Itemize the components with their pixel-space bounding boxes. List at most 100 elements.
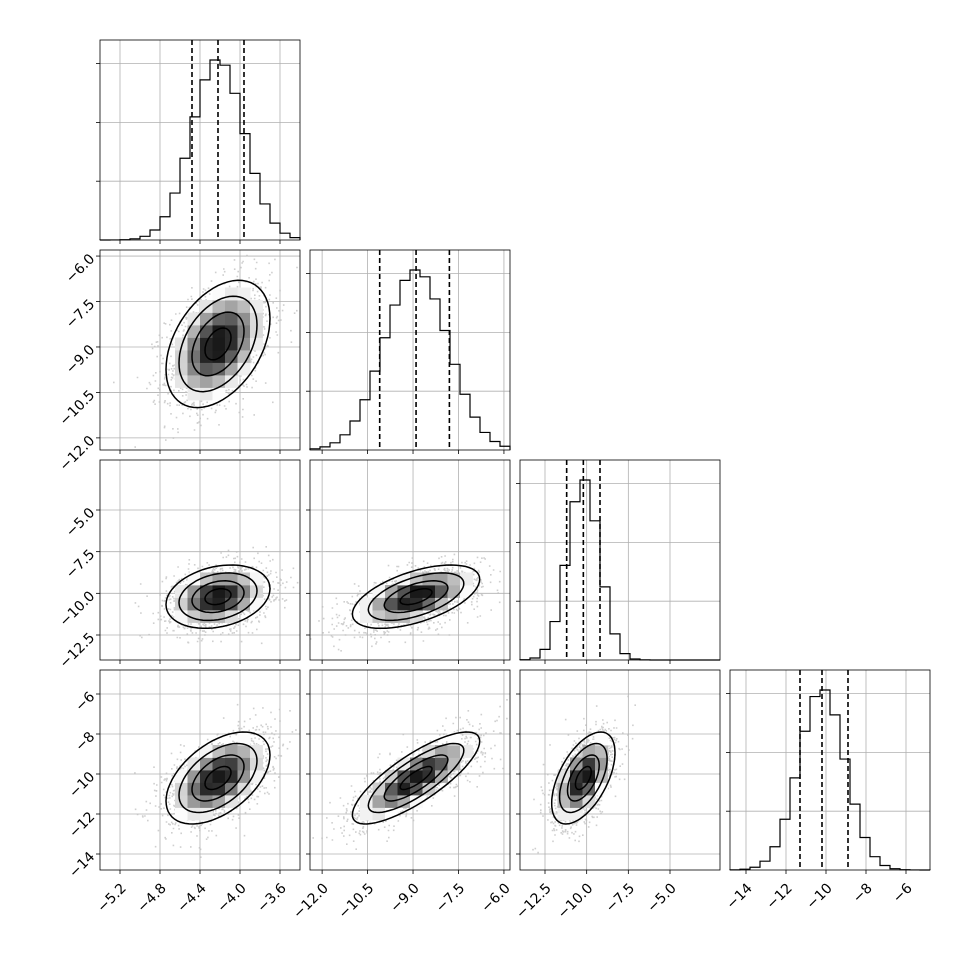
density-cell — [250, 745, 263, 758]
density-cell — [212, 300, 226, 313]
density-cell — [250, 770, 263, 783]
panel-frame — [519, 459, 721, 661]
density-cell — [397, 585, 411, 598]
contour-line — [367, 742, 465, 814]
density-cell — [175, 807, 188, 821]
density-cell — [212, 337, 226, 351]
scatter-panel-3-1 — [99, 459, 301, 661]
density-cell — [212, 350, 226, 363]
density-cell — [175, 782, 188, 796]
contour-line — [351, 564, 481, 630]
density-cell — [187, 312, 201, 326]
density-cell — [175, 597, 188, 611]
panel-content — [100, 460, 300, 660]
density-cell — [570, 807, 583, 821]
density-cell — [237, 770, 251, 783]
density-cell — [447, 585, 461, 598]
histogram-panel-1 — [96, 39, 301, 241]
contour-line — [204, 588, 232, 606]
contour-line — [165, 731, 271, 825]
density-cell — [360, 610, 373, 623]
density-cell — [372, 610, 386, 623]
x-tick-label: −7.5 — [433, 880, 468, 915]
density-cell — [372, 585, 386, 598]
y-tick-label: −6.0 — [63, 251, 98, 286]
contour-line — [204, 765, 232, 791]
x-tick-label: −9.0 — [387, 880, 422, 915]
density-cell — [225, 585, 238, 598]
contour-line — [367, 572, 465, 622]
histogram-panel-3 — [516, 459, 721, 661]
density-cell — [595, 782, 608, 796]
density-cell — [225, 375, 238, 388]
density-cell — [447, 757, 461, 771]
density-cell — [212, 745, 226, 758]
y-tick-label: −7.5 — [63, 547, 98, 582]
panel-content — [520, 670, 720, 870]
density-cell — [435, 770, 448, 783]
density-cell — [385, 782, 398, 796]
density-cell — [200, 585, 213, 598]
density-cell — [385, 597, 398, 611]
y-tick-label: −10.5 — [57, 387, 99, 429]
panel-content — [310, 670, 510, 870]
density-cell — [237, 300, 251, 313]
density-cell — [447, 732, 461, 746]
density-cell — [225, 350, 238, 363]
density-cell — [435, 585, 448, 598]
density-cell — [237, 312, 251, 326]
y-tick-label: −8 — [72, 729, 98, 755]
x-tick-label: −6 — [890, 880, 916, 906]
histogram-step — [729, 689, 931, 871]
density-cell — [212, 585, 226, 598]
density-cell — [447, 745, 461, 758]
contour-line — [204, 327, 232, 361]
histogram-panel-4 — [726, 669, 931, 871]
contour-line — [165, 279, 271, 409]
density-cell — [372, 782, 386, 796]
x-tick-label: −5.2 — [94, 880, 129, 915]
density-cell — [225, 287, 238, 301]
density-cell — [237, 732, 251, 746]
y-tick-label: −9.0 — [63, 342, 98, 377]
y-tick-label: −7.5 — [63, 296, 98, 331]
density-cell — [187, 807, 201, 821]
x-tick-label: −10.0 — [555, 880, 597, 922]
x-tick-label: −3.6 — [254, 880, 289, 915]
density-cell — [212, 362, 226, 376]
density-cell — [175, 362, 188, 376]
contour-line — [178, 572, 258, 622]
density-cell — [250, 597, 263, 611]
contour-line — [574, 765, 593, 791]
y-tick-label: −14 — [66, 849, 98, 881]
density-cell — [372, 597, 386, 611]
density-cell — [372, 795, 386, 808]
density-cell — [187, 757, 201, 771]
contour-line — [351, 731, 481, 825]
contour-line — [383, 580, 449, 614]
x-tick-label: −10.5 — [336, 880, 378, 922]
density-cell — [397, 770, 411, 783]
density-cell — [410, 585, 423, 598]
density-cell — [187, 597, 201, 611]
contour-line — [383, 754, 449, 802]
density-cell — [212, 375, 226, 388]
x-tick-label: −12.5 — [513, 880, 555, 922]
density-cell — [175, 337, 188, 351]
density-cell — [187, 350, 201, 363]
contour-line — [550, 731, 616, 825]
contour-line — [566, 754, 600, 802]
density-cell — [175, 795, 188, 808]
density-cell — [435, 572, 448, 586]
x-tick-label: −4.8 — [134, 880, 169, 915]
contour-line — [178, 742, 258, 814]
x-tick-label: −4.0 — [214, 880, 249, 915]
x-tick-label: −7.5 — [603, 880, 638, 915]
density-cell — [187, 375, 201, 388]
density-cell — [422, 770, 436, 783]
density-cell — [200, 782, 213, 796]
density-cell — [582, 770, 596, 783]
x-tick-label: −8 — [850, 880, 876, 906]
y-tick-label: −12 — [66, 809, 98, 841]
